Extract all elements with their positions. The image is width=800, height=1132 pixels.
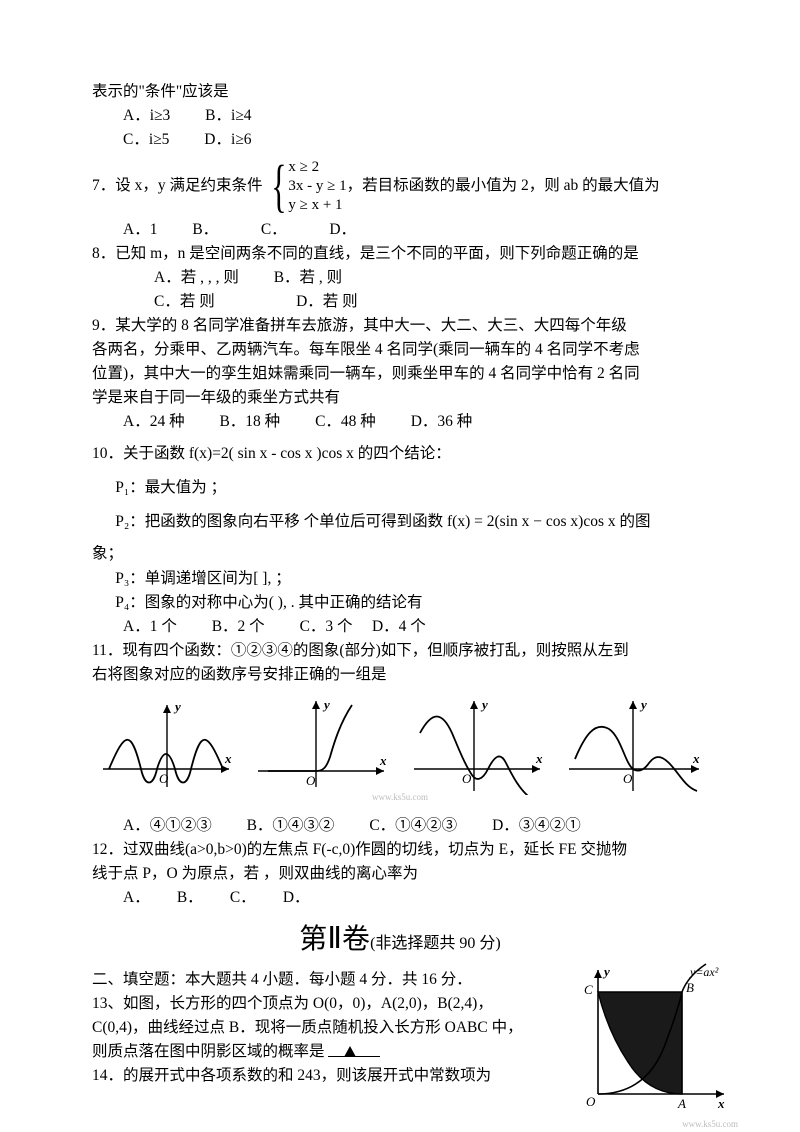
q9-l4: 学是来自于同一年级的乘坐方式共有	[92, 386, 708, 410]
opt: C．	[261, 221, 279, 238]
opt: A．④①②③	[123, 817, 212, 834]
svg-text:y: y	[480, 697, 488, 712]
q10-p4: P₄：图象的对称中心为( ), . 其中正确的结论有	[92, 591, 708, 615]
lbl-y: y	[602, 964, 610, 979]
svg-text:x: x	[692, 751, 700, 766]
fill-blank	[328, 1040, 380, 1057]
triangle-icon	[344, 1046, 356, 1057]
q10-p3: P₃：单调递增区间为[ ], ；	[92, 567, 708, 591]
t-sub: (非选择题共 90 分)	[370, 935, 501, 952]
opt: C．①④②③	[369, 817, 457, 834]
q8-opts-2: C．若 则 D．若 则	[92, 290, 708, 314]
q-pre-stem: 表示的"条件"应该是	[92, 80, 708, 104]
opt: D．	[283, 889, 310, 906]
q9-l3: 位置)，其中大一的孪生姐妹需乘同一辆车，则乘坐甲车的 4 名同学中恰有 2 名同	[92, 362, 708, 386]
opt: A．若 , , , 则	[154, 269, 239, 286]
q-pre-opts-2: C．i≥5 D．i≥6	[92, 128, 708, 152]
part2-title: 第Ⅱ卷(非选择题共 90 分)	[92, 916, 708, 963]
opt: D．i≥6	[204, 131, 251, 148]
lbl-A: A	[677, 1096, 686, 1110]
opt: A．i≥3	[123, 107, 170, 124]
q11-charts: O x y O x y O	[92, 691, 708, 795]
svg-text:x: x	[224, 751, 232, 766]
q11-l2: 右将图象对应的函数序号安排正确的一组是	[92, 663, 708, 687]
lbl-B: B	[686, 980, 694, 995]
q7-tail: ，若目标函数的最小值为 2，则 ab 的最大值为	[347, 174, 660, 198]
q8-stem: 8．已知 m，n 是空间两条不同的直线，是三个不同的平面，则下列命题正确的是	[92, 242, 708, 266]
q13-figure: O A B C x y y=ax² www.ks5u.com	[578, 962, 738, 1132]
q-pre-opts-1: A．i≥3 B．i≥4	[92, 104, 708, 128]
chart-2: O x y	[247, 691, 397, 795]
opt: B．	[177, 889, 195, 906]
q7-opts: A．1 B． C． D．	[92, 218, 708, 242]
q9-opts: A．24 种 B．18 种 C．48 种 D．36 种	[92, 410, 708, 434]
opt: B．若 , 则	[274, 269, 342, 286]
svg-text:x: x	[379, 753, 387, 768]
q13-c-text: 则质点落在图中阴影区域的概率是	[92, 1043, 325, 1060]
curve-2	[268, 705, 352, 771]
opt: A．24 种	[123, 413, 185, 430]
opt: B．i≥4	[205, 107, 251, 124]
fig-watermark: www.ks5u.com	[578, 1118, 738, 1132]
lbl-fn: y=ax²	[689, 965, 719, 979]
q10-p2: P₂：把函数的图象向右平移 个单位后可得到函数 f(x) = 2(sin x −…	[92, 510, 708, 534]
opt: D．36 种	[411, 413, 473, 430]
lbl-x: x	[717, 1096, 725, 1110]
opt: C．48 种	[315, 413, 376, 430]
svg-text:O: O	[159, 771, 169, 786]
opt: A．	[123, 889, 142, 906]
opt: B．①④③②	[247, 817, 335, 834]
svg-text:O: O	[306, 773, 316, 788]
chart-4: O x y	[558, 691, 708, 795]
q10-stem: 10．关于函数 f(x)=2( sin x - cos x )cos x 的四个…	[92, 442, 708, 466]
svg-text:y: y	[639, 697, 647, 712]
q7-c2: 3x - y ≥ 1	[288, 177, 346, 196]
opt: C．	[230, 889, 248, 906]
q7-c3: y ≥ x + 1	[288, 196, 346, 215]
svg-text:O: O	[623, 771, 633, 786]
q10-p2b: 象；	[92, 542, 708, 566]
q11-l1: 11．现有四个函数：①②③④的图象(部分)如下，但顺序被打乱，则按照从左到	[92, 639, 708, 663]
chart-3: O x y	[403, 691, 553, 795]
curve-3	[420, 716, 532, 795]
q10-opts: A．1 个 B．2 个 C．3 个 D．4 个	[92, 615, 708, 639]
opt: D．4 个	[372, 618, 426, 635]
q9-l1: 9．某大学的 8 名同学准备拼车去旅游，其中大一、大二、大三、大四每个年级	[92, 314, 708, 338]
curve-4	[575, 726, 697, 790]
svg-text:y: y	[173, 699, 181, 714]
q12-l1: 12．过双曲线(a>0,b>0)的左焦点 F(-c,0)作圆的切线，切点为 E，…	[92, 838, 708, 862]
opt: A．1	[123, 221, 157, 238]
q11-opts: A．④①②③ B．①④③② C．①④②③ D．③④②①	[92, 814, 708, 838]
t-a: 第	[299, 923, 327, 954]
q10-p1: P₁：最大值为 ；	[92, 476, 708, 500]
q8-opts-1: A．若 , , , 则 B．若 , 则	[92, 266, 708, 290]
opt: C．i≥5	[123, 131, 169, 148]
q7-lead: 7．设 x，y 满足约束条件	[92, 174, 263, 198]
opt: D．	[329, 221, 356, 238]
left-brace-icon: {	[271, 160, 286, 212]
opt: B．	[192, 221, 210, 238]
lbl-C: C	[584, 982, 593, 997]
svg-text:x: x	[535, 751, 543, 766]
opt: D．③④②①	[492, 817, 581, 834]
opt: B．18 种	[219, 413, 280, 430]
svg-text:y: y	[322, 697, 330, 712]
opt: D．若 则	[296, 293, 358, 310]
t-b: Ⅱ	[327, 922, 342, 955]
q9-l2: 各两名，分乘甲、乙两辆汽车。每车限坐 4 名同学(乘同一辆车的 4 名同学不考虑	[92, 338, 708, 362]
t-c: 卷	[342, 923, 370, 954]
q12-l2: 线于点 P，O 为原点，若 ，则双曲线的离心率为	[92, 862, 708, 886]
opt: A．1 个	[123, 618, 177, 635]
opt: B．2 个	[212, 618, 265, 635]
section-2: O A B C x y y=ax² www.ks5u.com 二、填空题：本大题…	[92, 968, 708, 1088]
q12-opts: A． B． C． D．	[92, 886, 708, 910]
q7-system: x ≥ 2 3x - y ≥ 1 y ≥ x + 1	[288, 158, 346, 214]
chart-1: O x y	[92, 691, 242, 795]
lbl-O: O	[586, 1094, 596, 1109]
q7-c1: x ≥ 2	[288, 158, 346, 177]
opt: C．若 则	[154, 293, 215, 310]
exam-page: 表示的"条件"应该是 A．i≥3 B．i≥4 C．i≥5 D．i≥6 7．设 x…	[0, 0, 800, 1132]
q7-stem: 7．设 x，y 满足约束条件 { x ≥ 2 3x - y ≥ 1 y ≥ x …	[92, 158, 708, 214]
opt: C．3 个	[300, 618, 353, 635]
